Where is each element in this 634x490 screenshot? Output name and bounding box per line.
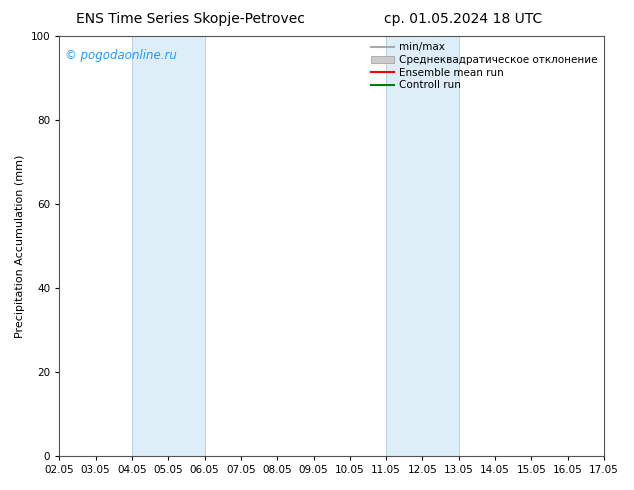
Text: ср. 01.05.2024 18 UTC: ср. 01.05.2024 18 UTC [384, 12, 542, 26]
Legend: min/max, Среднеквадратическое отклонение, Ensemble mean run, Controll run: min/max, Среднеквадратическое отклонение… [367, 38, 602, 95]
Bar [386, 36, 459, 456]
Text: ENS Time Series Skopje-Petrovec: ENS Time Series Skopje-Petrovec [75, 12, 305, 26]
Text: © pogodaonline.ru: © pogodaonline.ru [65, 49, 176, 62]
Y-axis label: Precipitation Accumulation (mm): Precipitation Accumulation (mm) [15, 154, 25, 338]
Bar [132, 36, 205, 456]
